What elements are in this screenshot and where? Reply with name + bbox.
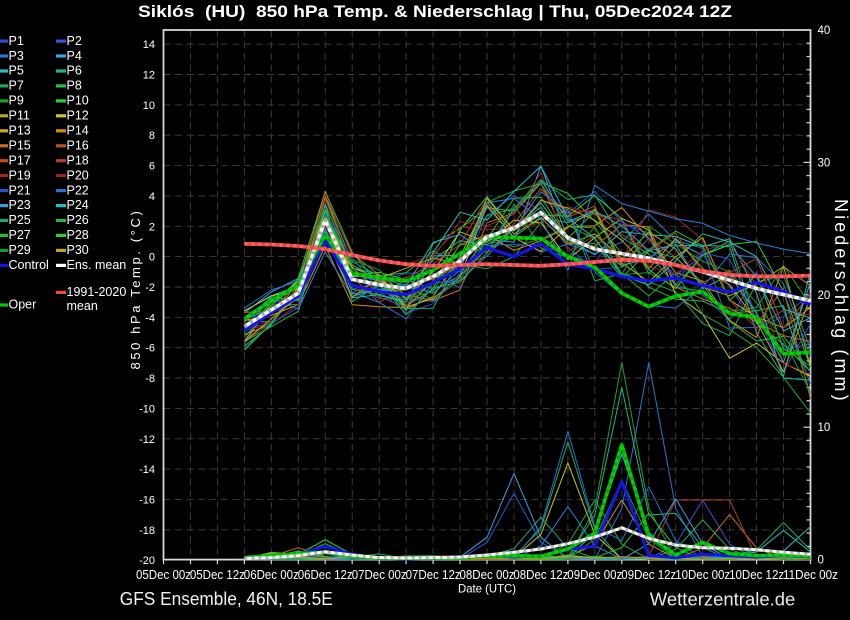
svg-text:P12: P12: [67, 109, 89, 123]
svg-text:10Dec 12z: 10Dec 12z: [729, 568, 784, 582]
svg-text:P18: P18: [67, 153, 89, 167]
svg-text:P21: P21: [9, 183, 31, 197]
svg-text:0: 0: [149, 252, 155, 264]
svg-text:P28: P28: [67, 228, 89, 242]
svg-text:-4: -4: [145, 312, 155, 324]
svg-text:-12: -12: [139, 434, 155, 446]
svg-text:-2: -2: [145, 282, 155, 294]
svg-text:mean: mean: [67, 299, 98, 313]
svg-text:07Dec 12z: 07Dec 12z: [406, 568, 461, 582]
svg-text:Ens. mean: Ens. mean: [67, 258, 127, 272]
svg-text:P16: P16: [67, 138, 89, 152]
svg-text:P24: P24: [67, 198, 89, 212]
svg-text:P11: P11: [9, 109, 30, 123]
svg-text:10: 10: [143, 100, 155, 112]
svg-text:-6: -6: [145, 343, 155, 355]
svg-text:06Dec 12z: 06Dec 12z: [298, 568, 353, 582]
svg-text:11Dec 00z: 11Dec 00z: [783, 568, 838, 582]
svg-text:P4: P4: [67, 49, 82, 63]
svg-text:05Dec 00z: 05Dec 00z: [136, 568, 191, 582]
svg-text:Oper: Oper: [9, 298, 37, 312]
svg-text:P27: P27: [9, 228, 31, 242]
svg-text:P8: P8: [67, 79, 82, 93]
svg-text:-14: -14: [139, 464, 155, 476]
svg-text:2: 2: [149, 221, 155, 233]
svg-text:4: 4: [149, 191, 155, 203]
svg-text:09Dec 00z: 09Dec 00z: [567, 568, 622, 582]
svg-text:P29: P29: [9, 243, 31, 257]
svg-text:1991-2020: 1991-2020: [67, 285, 127, 299]
svg-text:P13: P13: [9, 124, 31, 138]
svg-text:Control: Control: [9, 258, 49, 272]
svg-text:Wetterzentrale.de: Wetterzentrale.de: [650, 589, 796, 609]
svg-text:P15: P15: [9, 138, 31, 152]
svg-text:P2: P2: [67, 34, 82, 48]
svg-text:P7: P7: [9, 79, 24, 93]
svg-text:850 hPa Temp. (°C): 850 hPa Temp. (°C): [128, 209, 143, 370]
svg-text:P1: P1: [9, 34, 24, 48]
svg-text:6: 6: [149, 161, 155, 173]
svg-text:12: 12: [143, 70, 155, 82]
svg-text:-10: -10: [139, 403, 155, 415]
svg-text:08Dec 00z: 08Dec 00z: [460, 568, 515, 582]
svg-text:P26: P26: [67, 213, 89, 227]
svg-text:06Dec 00z: 06Dec 00z: [244, 568, 299, 582]
svg-text:P5: P5: [9, 64, 24, 78]
svg-text:Siklós (HU) 850 hPa Temp. &: Siklós (HU) 850 hPa Temp. & Niederschlag…: [138, 2, 732, 21]
svg-text:P25: P25: [9, 213, 31, 227]
svg-text:05Dec 12z: 05Dec 12z: [190, 568, 245, 582]
svg-text:P23: P23: [9, 198, 31, 212]
svg-text:P10: P10: [67, 94, 89, 108]
svg-text:GFS Ensemble, 46N, 18.5E: GFS Ensemble, 46N, 18.5E: [120, 589, 333, 609]
svg-text:Date (UTC): Date (UTC): [458, 582, 516, 596]
svg-text:0: 0: [818, 555, 824, 567]
svg-text:10Dec 00z: 10Dec 00z: [675, 568, 730, 582]
svg-text:40: 40: [818, 25, 831, 37]
svg-text:8: 8: [149, 130, 155, 142]
svg-text:20: 20: [818, 290, 831, 302]
svg-text:-20: -20: [139, 555, 155, 567]
svg-text:P6: P6: [67, 64, 82, 78]
svg-text:07Dec 00z: 07Dec 00z: [352, 568, 407, 582]
svg-text:30: 30: [818, 157, 831, 169]
svg-text:P14: P14: [67, 124, 89, 138]
svg-text:P9: P9: [9, 94, 24, 108]
svg-text:P22: P22: [67, 183, 89, 197]
svg-text:09Dec 12z: 09Dec 12z: [621, 568, 676, 582]
svg-text:-8: -8: [145, 373, 155, 385]
svg-text:Niederschlag (mm): Niederschlag (mm): [831, 199, 850, 404]
svg-text:14: 14: [143, 39, 155, 51]
svg-text:08Dec 12z: 08Dec 12z: [513, 568, 568, 582]
svg-text:P20: P20: [67, 168, 89, 182]
svg-text:-18: -18: [139, 525, 155, 537]
svg-text:-16: -16: [139, 494, 155, 506]
svg-text:10: 10: [818, 422, 831, 434]
svg-text:P3: P3: [9, 49, 24, 63]
svg-text:P19: P19: [9, 168, 31, 182]
svg-text:P30: P30: [67, 243, 89, 257]
svg-text:P17: P17: [9, 153, 31, 167]
